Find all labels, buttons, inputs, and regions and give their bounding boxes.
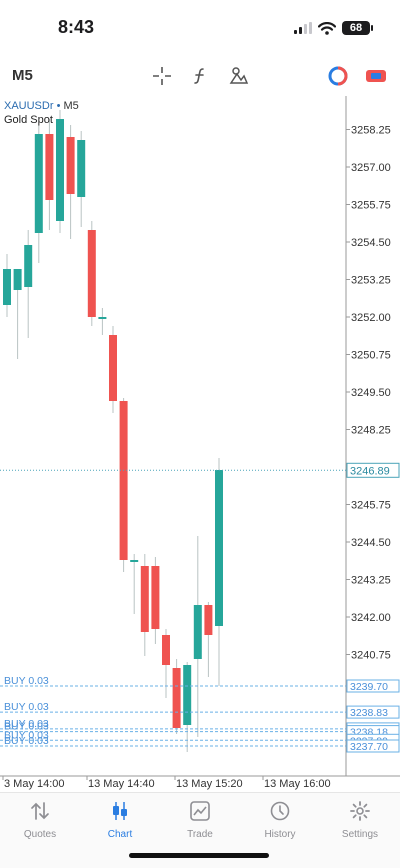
time-tick-label: 13 May 16:00 [264,778,331,790]
candle-body [34,134,43,233]
candle-body [66,137,75,194]
candle-body [140,566,149,632]
battery-icon: 68 [342,21,373,35]
tab-chart[interactable]: Chart [84,799,156,840]
price-tick-label: 3243.25 [351,575,391,587]
candle-body [77,140,86,197]
order-price-label: 3237.70 [350,741,388,753]
symbol-header: XAUUSDr • M5 [4,100,79,112]
trade-circle-icon[interactable] [326,64,350,88]
switch-chart-icon[interactable] [364,64,388,88]
wifi-icon [318,21,336,35]
candle-body [87,230,96,317]
price-tick-label: 3257.00 [351,162,391,174]
candle-body [109,335,117,401]
order-label: BUY 0.03 [4,718,49,730]
symbol-name: XAUUSDr [4,100,54,112]
price-tick-label: 3252.00 [351,312,391,324]
symbol-timeframe: M5 [63,100,79,112]
order-price-box [346,739,400,753]
current-price-label: 3246.89 [350,465,390,477]
quotes-icon [31,802,49,820]
price-tick-label: 3249.50 [351,387,391,399]
order-price-label: 3238.83 [350,707,388,719]
status-icons: 68 [294,18,373,38]
price-tick-label: 3248.25 [351,425,391,437]
tab-label: Trade [187,829,213,840]
order-label: BUY 0.03 [4,675,49,687]
price-tick-label: 3244.50 [351,537,391,549]
candlestick-chart[interactable]: 3258.25 3257.00 3255.75 3254.50 3253.25 3252.… [0,96,400,791]
candle-body [45,134,54,200]
crosshair-icon[interactable] [150,64,174,88]
order-price-box [346,705,400,719]
price-tick-label: 3258.25 [351,125,391,137]
tab-label: Settings [341,829,379,840]
price-tick-label: 3250.75 [351,350,391,362]
tab-settings[interactable]: Settings [324,799,396,840]
candle-body [151,566,160,629]
chart-toolbar: M5 [0,58,400,94]
candle-body [56,119,64,221]
trade-icon [190,801,210,821]
time-tick-label: 3 May 14:00 [4,778,65,790]
order-label: BUY 0.03 [4,721,49,733]
status-time: 8:43 [58,17,95,37]
order-label: BUY 0.03 [4,735,49,747]
price-tick-label: 3245.75 [351,500,391,512]
candle-body [119,401,128,560]
candle-body [98,317,107,319]
tab-history[interactable]: History [244,799,316,840]
order-label: BUY 0.03 [4,701,49,713]
price-tick-label: 3242.00 [351,612,391,624]
symbol-description: Gold Spot [4,114,53,126]
price-tick-label: 3254.50 [351,237,391,249]
candle-body [204,605,213,635]
candle-body [183,665,192,725]
candle-body [193,605,202,659]
history-icon [270,801,290,821]
order-label: BUY 0.03 [4,729,49,741]
price-tick-label: 3240.75 [351,650,391,662]
settings-icon [350,801,370,821]
home-indicator [129,853,269,858]
candle-body [3,269,11,305]
timeframe-button[interactable]: M5 [12,67,33,84]
candle-body [24,245,33,287]
candle-body [172,668,181,728]
indicators-icon[interactable] [188,64,212,88]
tab-quotes[interactable]: Quotes [4,799,76,840]
tab-trade[interactable]: Trade [164,799,236,840]
time-tick-label: 13 May 14:40 [88,778,155,790]
signal-icon [294,22,312,34]
status-bar: 8:43 68 [0,0,400,52]
candle-body [215,470,223,626]
price-tick-label: 3253.25 [351,275,391,287]
tab-label: Quotes [23,829,57,840]
candle-body [130,560,139,562]
candle-body [13,269,22,290]
objects-icon[interactable] [227,64,251,88]
symbol-separator: • [56,100,61,112]
order-price-box [346,679,400,693]
current-price-box [346,462,400,478]
chart-area[interactable]: 3258.25 3257.00 3255.75 3254.50 3253.25 3252.… [0,96,400,791]
candle-body [162,635,170,665]
price-tick-label: 3255.75 [351,200,391,212]
chart-tab-icon [113,802,127,820]
tab-label: History [264,829,296,840]
time-tick-label: 13 May 15:20 [176,778,243,790]
order-price-label: 3239.70 [350,681,388,693]
tab-label: Chart [107,829,133,840]
